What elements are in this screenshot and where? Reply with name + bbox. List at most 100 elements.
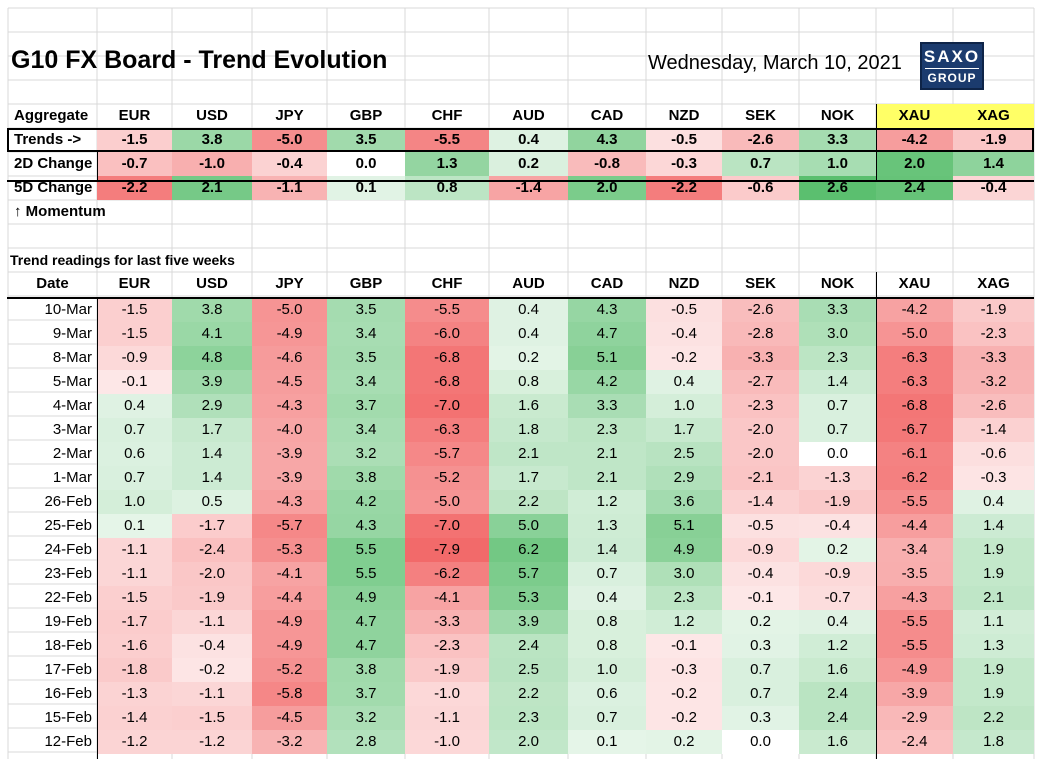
trend-cell: -6.1 — [876, 442, 953, 466]
trend-cell: 1.9 — [953, 538, 1034, 562]
trend-cell: -4.3 — [876, 586, 953, 610]
trend-cell: 0.2 — [799, 538, 876, 562]
table-header-usd: USD — [196, 275, 228, 292]
2d-change-label: 2D Change — [14, 155, 93, 172]
2d-change-value-xag: 1.4 — [953, 152, 1034, 176]
2d-change-value-jpy: -0.4 — [252, 152, 327, 176]
trends-value-xag: -1.9 — [953, 128, 1034, 152]
trends-value-aud: 0.4 — [489, 128, 568, 152]
trend-cell: -1.4 — [97, 706, 172, 730]
trend-cell: 1.0 — [568, 658, 646, 682]
trend-cell: 1.4 — [799, 370, 876, 394]
saxo-group-logo: SAXO GROUP — [920, 42, 984, 90]
trend-cell: -7.0 — [405, 394, 489, 418]
trend-cell: 1.2 — [646, 610, 722, 634]
trend-cell: 2.4 — [489, 634, 568, 658]
trend-cell: 0.4 — [489, 322, 568, 346]
table-header-gbp: GBP — [349, 275, 383, 292]
2d-change-value-xau: 2.0 — [876, 152, 953, 176]
trend-cell: -1.1 — [172, 682, 252, 706]
trend-cell: -1.2 — [97, 730, 172, 754]
trend-cell: 0.8 — [489, 370, 568, 394]
trend-cell: 6.2 — [489, 538, 568, 562]
2d-change-value-cad: -0.8 — [568, 152, 646, 176]
trend-cell: 2.1 — [568, 442, 646, 466]
trend-cell: -0.4 — [799, 514, 876, 538]
trend-cell: -4.6 — [252, 346, 327, 370]
trend-cell: 4.9 — [327, 586, 405, 610]
trend-cell: -6.2 — [876, 466, 953, 490]
trend-cell: 0.7 — [97, 418, 172, 442]
trend-cell: 0.2 — [646, 730, 722, 754]
trend-cell: 3.9 — [489, 610, 568, 634]
trend-cell: -2.0 — [722, 418, 799, 442]
trend-cell: -0.2 — [646, 346, 722, 370]
trend-cell: -6.7 — [876, 418, 953, 442]
trend-cell: 5.0 — [489, 514, 568, 538]
trend-cell: -0.1 — [646, 634, 722, 658]
trend-cell: 0.0 — [722, 730, 799, 754]
trend-cell: -6.0 — [405, 322, 489, 346]
table-header-eur: EUR — [118, 275, 151, 292]
trend-cell: 2.2 — [489, 490, 568, 514]
trend-cell: -0.3 — [646, 658, 722, 682]
trend-cell: -5.5 — [876, 634, 953, 658]
trend-cell: 4.7 — [327, 610, 405, 634]
table-header-nok: NOK — [820, 275, 855, 292]
trend-cell: 1.4 — [953, 514, 1034, 538]
trend-cell: -2.3 — [722, 394, 799, 418]
trend-cell: -4.5 — [252, 370, 327, 394]
trend-cell: -0.7 — [799, 586, 876, 610]
trend-cell: -5.0 — [876, 322, 953, 346]
trend-cell: 2.2 — [489, 682, 568, 706]
trend-cell: 0.4 — [489, 298, 568, 322]
trend-cell: -5.5 — [405, 298, 489, 322]
row-date: 4-Mar — [52, 397, 92, 414]
trend-cell: 2.1 — [489, 442, 568, 466]
trend-cell: -1.1 — [405, 706, 489, 730]
currency-header-jpy: JPY — [275, 107, 304, 124]
trend-cell: -5.2 — [405, 466, 489, 490]
trend-cell: 3.4 — [327, 322, 405, 346]
trend-cell: -0.2 — [646, 682, 722, 706]
trend-cell: 0.7 — [568, 562, 646, 586]
2d-change-value-usd: -1.0 — [172, 152, 252, 176]
trend-cell: 2.5 — [646, 442, 722, 466]
currency-header-eur: EUR — [118, 107, 151, 124]
row-date: 15-Feb — [44, 709, 92, 726]
trend-cell: -2.4 — [172, 538, 252, 562]
trend-cell: 2.2 — [953, 706, 1034, 730]
trend-cell: -5.8 — [252, 682, 327, 706]
trend-cell: -1.5 — [97, 586, 172, 610]
trend-cell: 1.0 — [97, 490, 172, 514]
trend-cell: 1.7 — [646, 418, 722, 442]
trends-label: Trends -> — [14, 131, 82, 148]
2d-change-value-chf: 1.3 — [405, 152, 489, 176]
report-date: Wednesday, March 10, 2021 — [648, 52, 902, 74]
trend-cell: -7.9 — [405, 538, 489, 562]
trend-cell: -5.2 — [252, 658, 327, 682]
trend-cell: -2.1 — [722, 466, 799, 490]
trend-cell: 4.7 — [568, 322, 646, 346]
5d-change-label: 5D Change — [14, 179, 93, 196]
trend-cell: 1.6 — [489, 394, 568, 418]
trend-cell: 3.8 — [172, 298, 252, 322]
trend-cell: -2.0 — [722, 442, 799, 466]
trend-cell: -4.9 — [252, 610, 327, 634]
currency-header-usd: USD — [196, 107, 228, 124]
trend-cell: 1.8 — [953, 730, 1034, 754]
currency-header-xau: XAU — [876, 104, 953, 128]
table-header-rule — [7, 297, 1034, 299]
trend-cell: 2.5 — [489, 658, 568, 682]
trend-cell: -1.7 — [97, 610, 172, 634]
trend-cell: -1.0 — [405, 682, 489, 706]
trend-cell: 4.3 — [568, 298, 646, 322]
trend-cell: -0.9 — [799, 562, 876, 586]
trend-cell: 2.1 — [568, 466, 646, 490]
trend-cell: -6.3 — [876, 346, 953, 370]
trend-cell: -4.9 — [252, 634, 327, 658]
trend-cell: 1.6 — [799, 658, 876, 682]
trend-cell: -2.8 — [722, 322, 799, 346]
trend-cell: 1.0 — [646, 394, 722, 418]
trends-value-cad: 4.3 — [568, 128, 646, 152]
